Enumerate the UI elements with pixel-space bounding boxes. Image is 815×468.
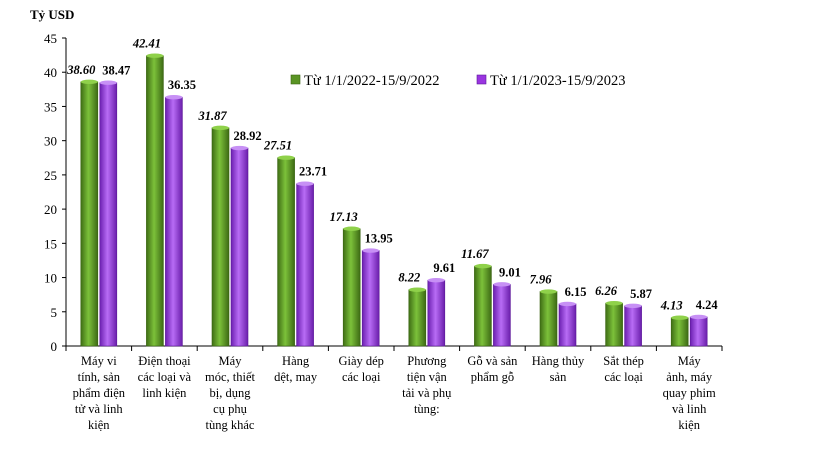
y-tick-label: 35: [44, 99, 57, 114]
bar-series1: [80, 81, 99, 347]
data-label: 13.95: [365, 232, 393, 246]
bars: [80, 53, 708, 347]
bar-series1: [277, 157, 295, 347]
bar-top-cap: [80, 79, 98, 85]
bar-series2: [558, 303, 577, 347]
category-label: Phương tiện vận tải và phụ tùng:: [402, 354, 452, 416]
category-labels: Máy vi tính, sản phẩm điện tử và linh kiện Đi…: [73, 354, 716, 432]
data-label: 7.96: [530, 273, 553, 287]
bar-series1: [539, 291, 558, 347]
y-tick-label: 10: [44, 271, 57, 286]
y-axis-label: Tỷ USD: [30, 7, 74, 22]
bar-top-cap: [427, 278, 445, 283]
bar-top-cap: [212, 125, 229, 131]
bar-series2: [99, 82, 118, 347]
bar-series2: [230, 147, 249, 347]
data-label: 23.71: [299, 165, 327, 179]
bar-series1: [342, 228, 361, 347]
category-label: Máy vi tính, sản phẩm điện tử và linh kiện: [73, 354, 126, 432]
category-label: Máy móc, thiết bị, dụng cụ phụ tùng khác: [205, 354, 256, 432]
data-labels: 38.60 42.41 31.87 27.51 17.13 8.22 11.67 7.96 6.…: [66, 37, 718, 313]
bar-series2: [689, 316, 708, 347]
bar-top-cap: [559, 301, 576, 307]
bar-series1: [146, 55, 164, 347]
bar-top-cap: [690, 314, 708, 320]
data-label: 42.41: [132, 37, 161, 51]
y-tick-label: 25: [44, 168, 57, 183]
bar-top-cap: [474, 263, 492, 269]
data-label: 11.67: [461, 247, 489, 261]
legend-label: Từ 1/1/2022-15/9/2022: [304, 73, 440, 89]
y-tick-label: 30: [44, 134, 57, 149]
bar-top-cap: [605, 300, 623, 306]
y-tick-label: 5: [51, 305, 58, 320]
data-label: 38.47: [102, 64, 130, 78]
category-label: Máy ảnh, máy quay phim và linh kiện: [663, 354, 716, 432]
bar-top-cap: [165, 95, 183, 100]
bar-top-cap: [231, 145, 248, 151]
category-label: Giày dép các loại: [338, 354, 383, 384]
data-label: 31.87: [197, 109, 227, 123]
data-label: 4.13: [660, 299, 683, 313]
bar-series2: [624, 305, 642, 347]
bar-top-cap: [408, 287, 426, 292]
bar-top-cap: [493, 282, 511, 287]
bar-top-cap: [296, 181, 314, 186]
category-label: Điện thoại các loại và linh kiện: [138, 354, 192, 400]
data-label: 4.24: [696, 298, 719, 312]
category-label: Sắt thép các loại: [603, 354, 644, 384]
data-label: 5.87: [630, 287, 652, 301]
bar-series1: [670, 317, 689, 347]
bar-series1: [605, 302, 623, 347]
data-label: 17.13: [330, 210, 358, 224]
category-label: Hàng thủy sản: [532, 354, 585, 384]
legend-swatch: [290, 74, 301, 85]
y-tick-label: 40: [44, 65, 57, 80]
data-label: 38.60: [66, 63, 96, 77]
bar-series2: [296, 183, 314, 347]
bar-series1: [474, 265, 492, 347]
bar-series2: [493, 284, 511, 347]
y-tick-label: 45: [44, 31, 57, 46]
data-label: 6.26: [595, 284, 618, 298]
bar-top-cap: [343, 226, 361, 231]
bar-series2: [165, 96, 183, 347]
data-label: 36.35: [168, 78, 196, 92]
data-label: 8.22: [398, 271, 420, 285]
category-label: Hàng dệt, may: [274, 354, 318, 384]
data-label: 6.15: [565, 285, 587, 299]
bar-top-cap: [671, 315, 689, 320]
bar-series2: [427, 279, 446, 347]
bar-top-cap: [624, 303, 642, 309]
data-label: 9.01: [499, 265, 521, 279]
y-tick-label: 0: [51, 339, 58, 354]
y-tick-label: 20: [44, 202, 57, 217]
bar-top-cap: [540, 289, 557, 294]
y-tick-label: 15: [44, 236, 57, 251]
data-label: 9.61: [433, 261, 455, 275]
bar-series1: [408, 289, 427, 347]
legend: Từ 1/1/2022-15/9/2022 Từ 1/1/2023-15/9/20…: [290, 73, 626, 89]
bar-top-cap: [277, 155, 295, 160]
bar-top-cap: [146, 53, 164, 58]
data-label: 28.92: [233, 129, 261, 143]
legend-label: Từ 1/1/2023-15/9/2023: [490, 73, 626, 89]
bar-series1: [211, 127, 230, 347]
category-label: Gỗ và sản phẩm gỗ: [467, 354, 518, 384]
bar-top-cap: [362, 248, 380, 253]
data-label: 27.51: [263, 139, 292, 153]
bar-top-cap: [99, 80, 117, 85]
bar-series2: [361, 250, 380, 347]
legend-swatch: [476, 74, 487, 85]
